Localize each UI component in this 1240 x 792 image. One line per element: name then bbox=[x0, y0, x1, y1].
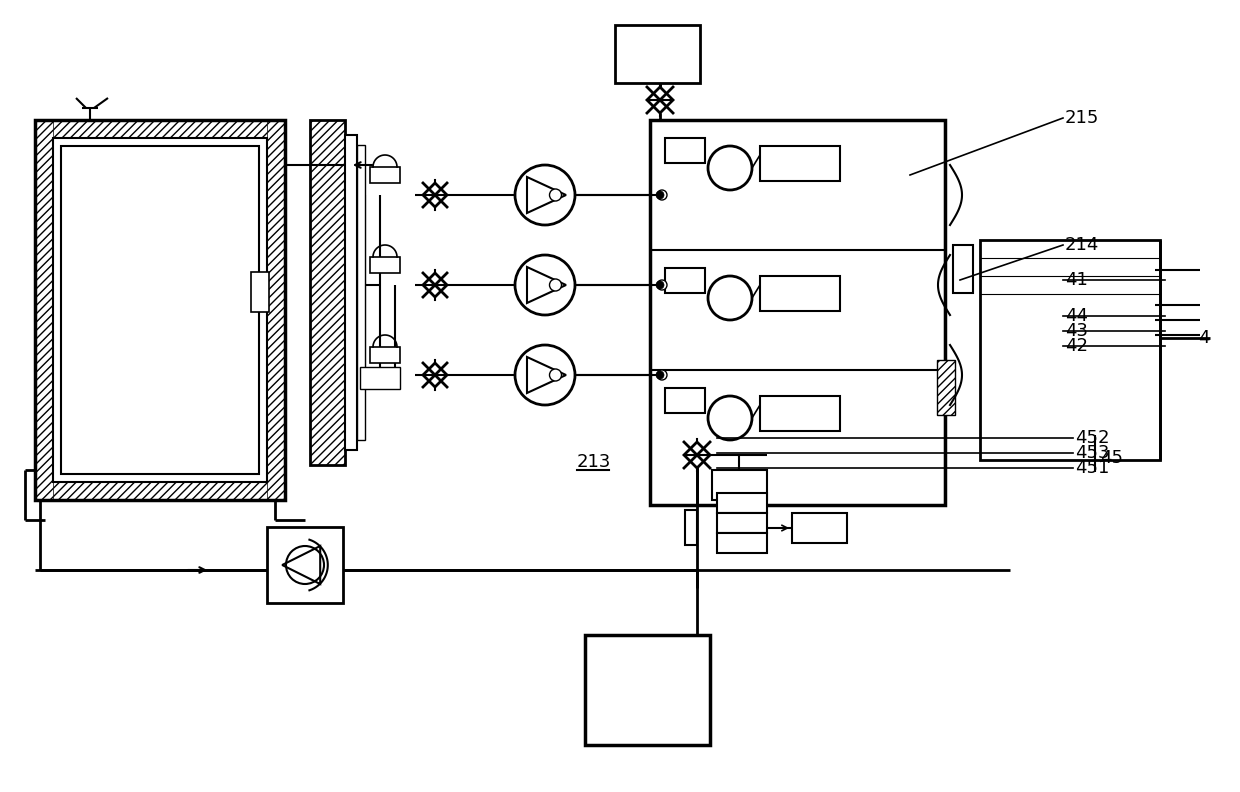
Bar bbox=[370, 167, 401, 183]
Bar bbox=[665, 268, 706, 293]
Circle shape bbox=[549, 369, 562, 381]
Bar bbox=[760, 146, 839, 181]
Bar bbox=[35, 120, 285, 500]
Bar bbox=[370, 257, 401, 273]
Bar bbox=[35, 120, 285, 500]
Bar bbox=[760, 276, 839, 311]
Circle shape bbox=[708, 276, 751, 320]
Circle shape bbox=[549, 279, 562, 291]
Text: 213: 213 bbox=[577, 453, 611, 471]
Bar bbox=[53, 138, 267, 482]
Bar bbox=[980, 240, 1159, 460]
Circle shape bbox=[657, 190, 667, 200]
Bar bbox=[792, 513, 847, 543]
Text: 451: 451 bbox=[1075, 459, 1110, 477]
Bar bbox=[360, 367, 401, 389]
Circle shape bbox=[549, 189, 562, 201]
Circle shape bbox=[515, 345, 575, 405]
Bar bbox=[712, 470, 768, 500]
Circle shape bbox=[515, 255, 575, 315]
Bar bbox=[35, 120, 285, 138]
Bar bbox=[250, 272, 269, 312]
Text: 452: 452 bbox=[1075, 429, 1110, 447]
Circle shape bbox=[656, 191, 663, 199]
Polygon shape bbox=[423, 183, 446, 207]
Text: 453: 453 bbox=[1075, 444, 1110, 462]
Bar bbox=[954, 245, 973, 293]
Bar bbox=[310, 120, 345, 465]
Bar bbox=[345, 135, 357, 450]
Bar bbox=[267, 527, 343, 603]
Text: 214: 214 bbox=[1065, 236, 1100, 254]
Bar bbox=[61, 146, 259, 474]
Circle shape bbox=[657, 370, 667, 380]
Text: 4: 4 bbox=[1198, 329, 1209, 347]
Bar bbox=[665, 388, 706, 413]
Circle shape bbox=[708, 396, 751, 440]
Circle shape bbox=[656, 281, 663, 289]
Bar bbox=[717, 513, 768, 533]
Bar bbox=[650, 120, 945, 505]
Text: 43: 43 bbox=[1065, 322, 1087, 340]
Bar bbox=[35, 482, 285, 500]
Circle shape bbox=[657, 280, 667, 290]
Bar bbox=[937, 360, 955, 415]
Bar bbox=[370, 347, 401, 363]
Bar bbox=[717, 533, 768, 553]
Circle shape bbox=[708, 146, 751, 190]
Polygon shape bbox=[423, 363, 446, 387]
Bar bbox=[760, 396, 839, 431]
Bar bbox=[585, 635, 711, 745]
Text: 215: 215 bbox=[1065, 109, 1100, 127]
Circle shape bbox=[515, 165, 575, 225]
Text: 45: 45 bbox=[1100, 449, 1123, 467]
Text: 41: 41 bbox=[1065, 271, 1087, 289]
Circle shape bbox=[286, 546, 324, 584]
Text: 42: 42 bbox=[1065, 337, 1087, 355]
Polygon shape bbox=[647, 87, 673, 113]
Bar bbox=[937, 360, 955, 415]
Text: 44: 44 bbox=[1065, 307, 1087, 325]
Circle shape bbox=[656, 371, 663, 379]
Bar bbox=[665, 138, 706, 163]
Bar bbox=[684, 510, 697, 545]
Polygon shape bbox=[423, 273, 446, 297]
Bar bbox=[310, 120, 345, 465]
Bar bbox=[267, 120, 285, 500]
Bar bbox=[717, 493, 768, 513]
Polygon shape bbox=[684, 442, 711, 468]
Bar bbox=[35, 120, 53, 500]
Bar bbox=[357, 145, 365, 440]
Bar bbox=[615, 25, 701, 83]
